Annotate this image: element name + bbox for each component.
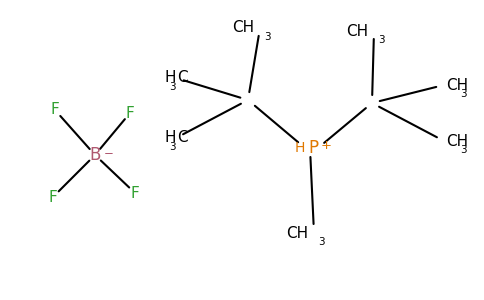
Text: F: F bbox=[51, 103, 60, 118]
Text: 3: 3 bbox=[460, 89, 467, 99]
Text: CH: CH bbox=[446, 77, 468, 92]
Text: F: F bbox=[131, 185, 139, 200]
Text: CH: CH bbox=[286, 226, 308, 241]
Text: 3: 3 bbox=[378, 35, 385, 45]
Text: −: − bbox=[104, 147, 114, 160]
Text: H: H bbox=[165, 130, 176, 146]
Text: CH: CH bbox=[232, 20, 254, 35]
Text: C: C bbox=[177, 70, 188, 86]
Text: H: H bbox=[165, 70, 176, 86]
Text: P: P bbox=[308, 139, 318, 157]
Text: 3: 3 bbox=[169, 142, 176, 152]
Text: CH: CH bbox=[446, 134, 468, 148]
Text: 3: 3 bbox=[169, 82, 176, 92]
Text: B: B bbox=[90, 146, 101, 164]
Text: +: + bbox=[321, 139, 332, 152]
Text: F: F bbox=[48, 190, 58, 205]
Text: CH: CH bbox=[346, 23, 368, 38]
Text: F: F bbox=[126, 106, 135, 121]
Text: H: H bbox=[295, 141, 305, 155]
Text: 3: 3 bbox=[460, 145, 467, 155]
Text: 3: 3 bbox=[318, 237, 325, 247]
Text: 3: 3 bbox=[264, 32, 271, 42]
Text: C: C bbox=[177, 130, 188, 146]
